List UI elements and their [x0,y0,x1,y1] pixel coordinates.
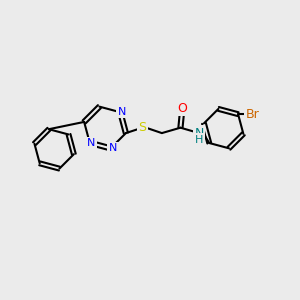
Text: H: H [195,135,204,145]
Text: Br: Br [245,108,259,121]
Text: N: N [87,138,95,148]
Text: O: O [177,102,187,115]
Text: N: N [118,106,126,117]
Text: N: N [195,127,204,140]
Text: N: N [109,143,117,153]
Text: S: S [138,121,146,134]
